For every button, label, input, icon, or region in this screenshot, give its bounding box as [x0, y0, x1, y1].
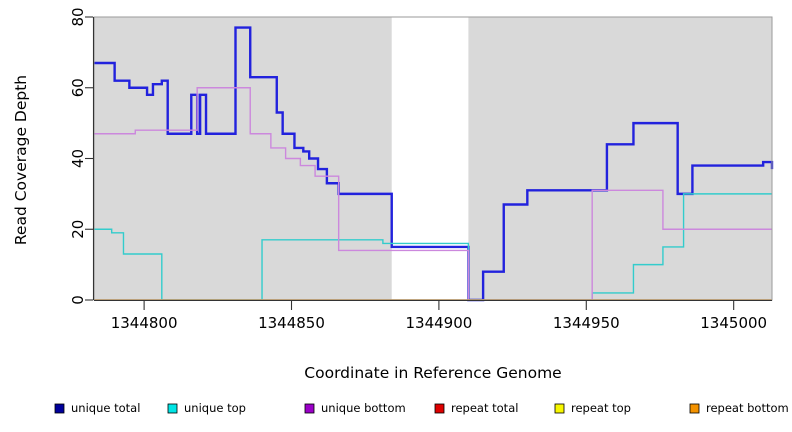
- y-tick-label: 60: [69, 78, 87, 97]
- y-tick-label: 0: [69, 295, 87, 305]
- legend-label-unique-top: unique top: [184, 401, 246, 415]
- legend-label-unique-bottom: unique bottom: [321, 401, 406, 415]
- legend-swatch-unique-top: [167, 403, 178, 414]
- legend-swatch-repeat-top: [554, 403, 565, 414]
- legend-swatch-unique-bottom: [304, 403, 315, 414]
- y-tick-label: 80: [69, 7, 87, 26]
- legend-label-unique-total: unique total: [71, 401, 140, 415]
- series-line-unique-top: [94, 193, 772, 301]
- x-tick-label: 1344850: [258, 314, 325, 332]
- x-tick-label: 1344950: [553, 314, 620, 332]
- chart-legend: unique total unique top unique bottom repea…: [54, 401, 789, 415]
- x-tick-label: 1344800: [111, 314, 178, 332]
- x-axis-title: Coordinate in Reference Genome: [304, 364, 561, 382]
- y-tick-label: 40: [69, 149, 87, 168]
- y-tick-label: 20: [69, 220, 87, 239]
- legend-swatch-repeat-bottom: [689, 403, 700, 414]
- legend-label-repeat-bottom: repeat bottom: [706, 401, 789, 415]
- legend-swatch-repeat-total: [434, 403, 445, 414]
- series-line-unique-total: [94, 26, 774, 302]
- plot-background: [94, 16, 772, 300]
- x-tick-label: 1344900: [405, 314, 472, 332]
- legend-label-repeat-total: repeat total: [451, 401, 518, 415]
- series-line-unique-bottom: [94, 87, 772, 301]
- axes-layer: 0 20 40 60 80 1344800 1344850 1344900 1344950 134…: [69, 7, 773, 332]
- coverage-gap-region: [391, 17, 469, 300]
- legend-label-repeat-top: repeat top: [571, 401, 631, 415]
- legend-swatch-unique-total: [54, 403, 65, 414]
- y-axis-title: Read Coverage Depth: [12, 75, 30, 245]
- x-tick-label: 1345000: [700, 314, 767, 332]
